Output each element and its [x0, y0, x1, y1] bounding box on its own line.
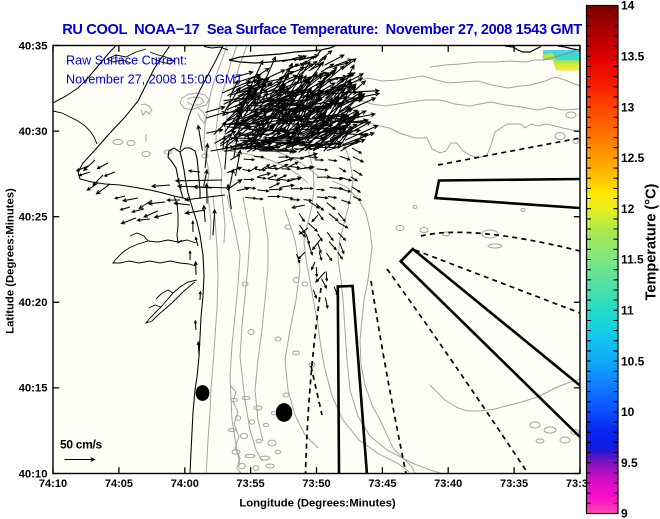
svg-text:73:45: 73:45: [368, 478, 396, 490]
svg-text:73:50: 73:50: [302, 478, 330, 490]
svg-text:50 cm/s: 50 cm/s: [60, 438, 103, 452]
svg-text:Longitude (Degrees:Minutes): Longitude (Degrees:Minutes): [239, 498, 396, 510]
svg-text:40:10: 40:10: [19, 468, 48, 480]
svg-text:74:00: 74:00: [171, 478, 199, 490]
svg-text:9.5: 9.5: [621, 456, 638, 470]
svg-text:13: 13: [621, 100, 635, 114]
svg-text:40:30: 40:30: [19, 126, 48, 138]
svg-text:14: 14: [621, 0, 635, 13]
svg-text:11: 11: [621, 304, 634, 318]
svg-text:73:55: 73:55: [237, 478, 265, 490]
svg-text:40:25: 40:25: [19, 212, 48, 224]
svg-text:10.5: 10.5: [621, 354, 645, 368]
svg-text:RU COOL NOAA−17 Sea Surface: RU COOL NOAA−17 Sea Surface Temperature:…: [62, 22, 582, 38]
svg-text:12.5: 12.5: [621, 151, 645, 165]
svg-text:74:10: 74:10: [39, 478, 67, 490]
svg-text:73:35: 73:35: [500, 478, 528, 490]
svg-text:40:20: 40:20: [19, 297, 48, 309]
svg-text:10: 10: [621, 405, 635, 419]
svg-text:40:15: 40:15: [19, 383, 48, 395]
svg-text:12: 12: [621, 202, 635, 216]
svg-text:73:40: 73:40: [434, 478, 462, 490]
svg-text:Latitude (Degrees:Minutes): Latitude (Degrees:Minutes): [5, 188, 17, 334]
svg-text:11.5: 11.5: [621, 253, 644, 267]
svg-text:November 27, 2008 15:00 GMT: November 27, 2008 15:00 GMT: [66, 73, 243, 87]
svg-text:74:05: 74:05: [105, 478, 133, 490]
svg-text:13.5: 13.5: [621, 50, 645, 64]
svg-text:Temperature (°C): Temperature (°C): [644, 183, 660, 300]
svg-text:40:35: 40:35: [19, 40, 48, 52]
svg-text:9: 9: [621, 507, 628, 519]
svg-text:Raw Surface Current:: Raw Surface Current:: [66, 54, 187, 68]
